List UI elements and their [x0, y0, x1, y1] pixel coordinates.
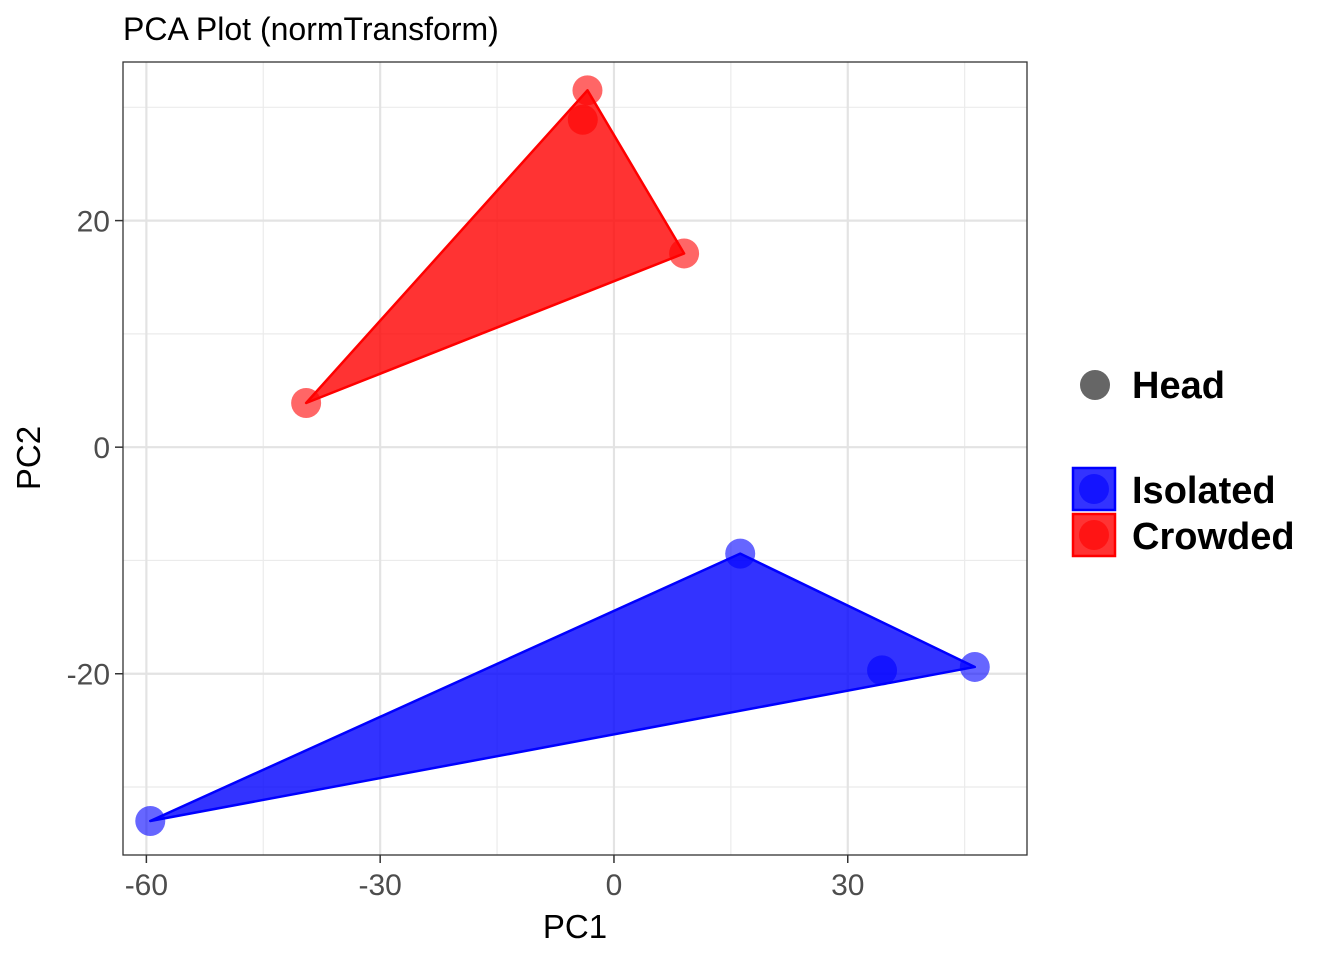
x-axis-ticks: -60 -30 0 30: [125, 855, 864, 902]
legend-key-point-crowded: [1079, 520, 1109, 550]
isolated-point: [867, 655, 898, 686]
y-axis-ticks: -20 0 20: [67, 206, 123, 692]
x-axis-title: PC1: [543, 908, 607, 945]
y-tick-label: -20: [67, 659, 110, 692]
crowded-point: [291, 387, 322, 418]
isolated-point: [725, 538, 756, 569]
isolated-point: [135, 806, 166, 837]
legend-label-crowded: Crowded: [1132, 516, 1295, 558]
isolated-hull: [149, 552, 977, 823]
plot-panel-border: [122, 61, 1028, 856]
crowded-point: [567, 104, 598, 135]
group-hulls: [149, 89, 977, 823]
crowded-hull: [304, 89, 686, 405]
crowded-point: [669, 238, 700, 269]
y-axis-title: PC2: [10, 426, 47, 490]
chart-title: PCA Plot (normTransform): [123, 11, 499, 47]
x-tick-label: -60: [125, 869, 168, 902]
legend-label-isolated: Isolated: [1132, 470, 1276, 512]
x-tick-label: 30: [831, 869, 864, 902]
legend-shape-key-circle: [1080, 370, 1110, 400]
y-tick-label: 20: [77, 206, 110, 239]
legend-key-point-isolated: [1079, 474, 1109, 504]
y-tick-label: 0: [93, 432, 110, 465]
x-tick-label: 0: [606, 869, 623, 902]
x-tick-label: -30: [358, 869, 401, 902]
crowded-point: [572, 75, 603, 106]
legend-label-head: Head: [1132, 365, 1225, 407]
isolated-point: [959, 651, 990, 682]
data-points: [135, 75, 990, 837]
